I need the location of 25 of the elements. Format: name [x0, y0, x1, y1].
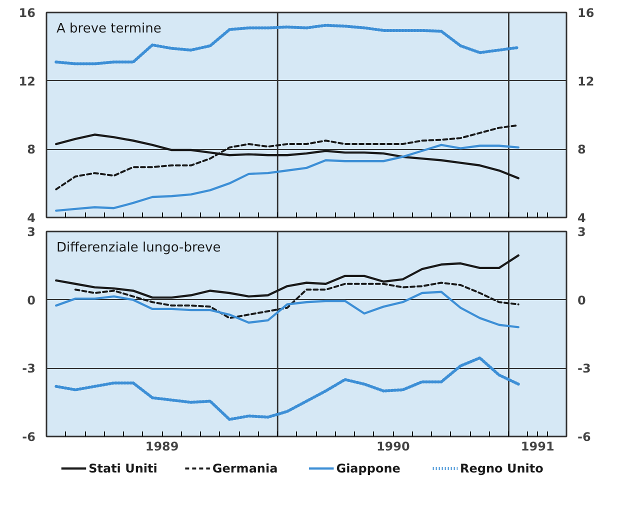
y-tick-label: 3 [27, 225, 36, 239]
y-tick-label: 16 [18, 6, 36, 20]
x-tick-label: 1989 [145, 440, 179, 454]
legend-label: Germania [212, 462, 278, 476]
y2-tick-label: 0 [578, 293, 586, 308]
y-tick-label: 0 [27, 293, 36, 308]
legend-label: Regno Unito [460, 462, 544, 476]
y2-tick-label: 12 [578, 74, 594, 88]
x-tick-label: 1990 [376, 440, 410, 454]
y-tick-label: -6 [22, 430, 36, 444]
x-tick-label: 1991 [520, 440, 554, 454]
y2-tick-label: -3 [578, 362, 591, 376]
legend-label: Stati Uniti [88, 462, 158, 476]
y2-tick-label: 3 [578, 225, 586, 239]
y2-tick-label: -6 [578, 430, 591, 444]
text: Differenziale lungo-breve [56, 240, 221, 256]
y-tick-label: -3 [22, 362, 36, 376]
legend-label: Giappone [336, 462, 400, 476]
text: A breve termine [56, 22, 162, 36]
y2-tick-label: 4 [578, 211, 586, 225]
y-tick-label: 8 [27, 142, 36, 157]
y2-tick-label: 8 [578, 142, 586, 157]
y-tick-label: 12 [18, 74, 36, 88]
y-tick-label: 4 [27, 211, 36, 225]
y2-tick-label: 16 [578, 6, 594, 20]
